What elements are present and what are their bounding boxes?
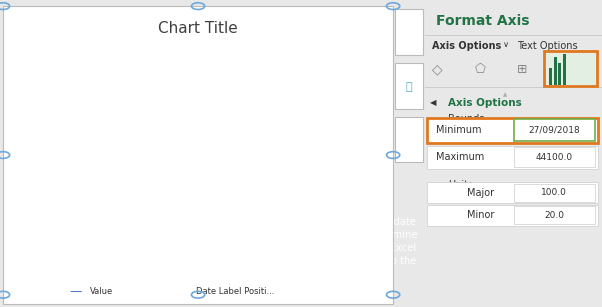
FancyBboxPatch shape [514, 206, 595, 224]
Text: 12/2019: 12/2019 [280, 267, 311, 273]
Text: Format Axis: Format Axis [436, 14, 529, 28]
Text: 08/2019: 08/2019 [228, 267, 259, 273]
Text: ▲: ▲ [503, 92, 507, 97]
FancyBboxPatch shape [395, 117, 423, 162]
Text: 100.0: 100.0 [541, 188, 567, 197]
FancyBboxPatch shape [427, 205, 598, 226]
Text: ◇: ◇ [432, 62, 442, 76]
Text: Axis Options: Axis Options [432, 41, 501, 51]
Text: 02/2019: 02/2019 [132, 267, 162, 273]
Text: 27/09/2018: 27/09/2018 [529, 125, 580, 134]
Text: ⊞: ⊞ [517, 63, 527, 76]
Text: Type in the desired minimum date
in your regional date format (mine
is d/m/y), t: Type in the desired minimum date in your… [245, 216, 417, 279]
FancyBboxPatch shape [427, 146, 598, 169]
FancyBboxPatch shape [514, 147, 595, 167]
Text: ∨: ∨ [503, 40, 509, 49]
Text: Text Options: Text Options [517, 41, 578, 51]
Text: ⬠: ⬠ [474, 63, 485, 76]
Text: +: + [402, 22, 417, 40]
Text: Axis Options: Axis Options [448, 98, 522, 108]
Text: Minimum: Minimum [436, 125, 481, 135]
FancyBboxPatch shape [395, 63, 423, 109]
Text: /: / [407, 79, 411, 91]
FancyBboxPatch shape [427, 182, 598, 203]
Polygon shape [214, 189, 268, 215]
Text: Maximum: Maximum [436, 152, 484, 162]
Text: 10/2018: 10/2018 [87, 267, 117, 273]
FancyBboxPatch shape [427, 118, 598, 143]
Text: ▽: ▽ [404, 132, 414, 146]
Text: —: — [69, 285, 81, 298]
Text: 20.0: 20.0 [544, 211, 564, 220]
Text: ◀: ◀ [430, 98, 437, 107]
Text: Value: Value [90, 287, 114, 296]
Text: Minor: Minor [468, 210, 495, 220]
Text: Major: Major [468, 188, 495, 198]
Text: Bounds: Bounds [448, 114, 485, 124]
FancyBboxPatch shape [514, 184, 595, 202]
FancyBboxPatch shape [558, 63, 561, 85]
Text: Units: Units [448, 180, 473, 190]
Text: 03/: 03/ [332, 267, 344, 273]
FancyBboxPatch shape [549, 68, 552, 85]
FancyBboxPatch shape [563, 54, 566, 85]
Text: Chart Title: Chart Title [158, 21, 238, 37]
FancyBboxPatch shape [544, 51, 597, 86]
FancyBboxPatch shape [395, 10, 423, 55]
Text: 05/2019: 05/2019 [180, 267, 210, 273]
Text: Date Label Positi...: Date Label Positi... [196, 287, 274, 296]
Text: 19/07/2018: 19/07/2018 [42, 267, 84, 273]
FancyBboxPatch shape [514, 119, 595, 141]
Text: 44100.0: 44100.0 [536, 153, 573, 162]
Text: 🖌: 🖌 [406, 82, 412, 92]
FancyBboxPatch shape [553, 57, 557, 85]
